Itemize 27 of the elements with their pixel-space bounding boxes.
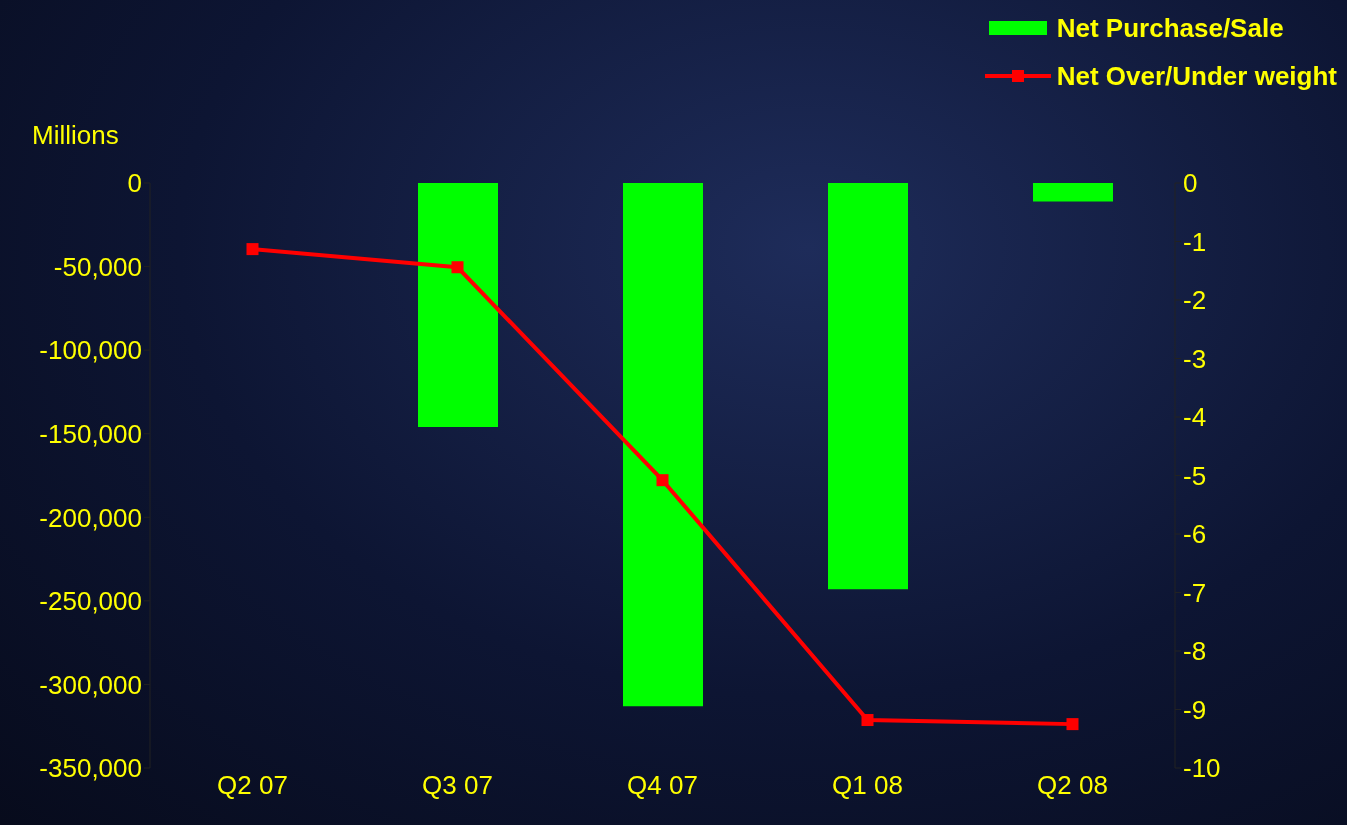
- x-tick-label: Q1 08: [832, 770, 903, 801]
- y2-tick-label: -8: [1183, 636, 1207, 667]
- y2-tick-label: 0: [1183, 168, 1198, 199]
- y-tick-label: -100,000: [39, 335, 142, 366]
- y2-tick-label: -1: [1183, 226, 1207, 257]
- legend-label: Net Purchase/Sale: [1056, 12, 1284, 44]
- y-axis-title: Millions: [32, 120, 119, 151]
- legend-label: Net Over/Under weight: [1056, 60, 1337, 92]
- y-tick-label: -300,000: [39, 669, 142, 700]
- y2-tick-label: -10: [1183, 753, 1221, 784]
- y2-tick-label: -5: [1183, 460, 1207, 491]
- y2-tick-label: -3: [1183, 343, 1207, 374]
- y-tick-label: -350,000: [39, 753, 142, 784]
- x-tick-label: Q2 07: [217, 770, 288, 801]
- y2-tick-label: -2: [1183, 285, 1207, 316]
- y-tick-label: -150,000: [39, 418, 142, 449]
- x-tick-label: Q2 08: [1037, 770, 1108, 801]
- x-tick-label: Q4 07: [627, 770, 698, 801]
- y2-tick-label: -6: [1183, 519, 1207, 550]
- y-tick-label: -200,000: [39, 502, 142, 533]
- y-tick-label: -50,000: [53, 251, 142, 282]
- y2-tick-label: -7: [1183, 577, 1207, 608]
- y2-tick-label: -4: [1183, 402, 1207, 433]
- y2-tick-label: -9: [1183, 694, 1207, 725]
- y-tick-label: -250,000: [39, 586, 142, 617]
- y-tick-label: 0: [127, 168, 142, 199]
- x-tick-label: Q3 07: [422, 770, 493, 801]
